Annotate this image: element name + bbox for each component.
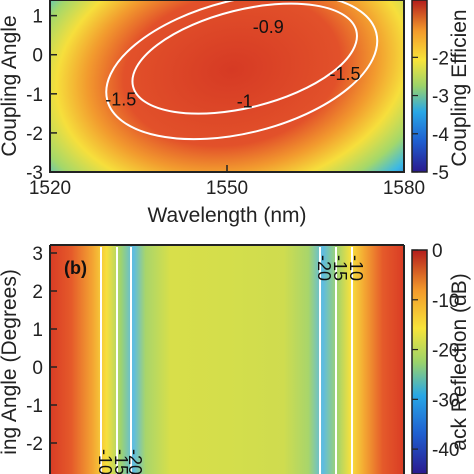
contour-label: -15: [330, 255, 350, 281]
colorbar-ticks-a: -2 -3 -4 -5: [412, 48, 449, 184]
x-axis-ticks-a: 1520 1550 1580: [29, 165, 425, 199]
efficiency-heatmap: [50, 0, 404, 172]
y-axis-label-b: ing Angle (Degrees): [0, 269, 21, 455]
contour-outer: [105, 0, 379, 141]
colorbar-tick-label: -2: [432, 48, 449, 69]
y-tick-label: 2: [32, 282, 43, 303]
y-tick-label: -3: [26, 163, 43, 184]
contour-label: -20: [125, 449, 145, 474]
x-tick-label: 1550: [206, 178, 248, 199]
colorbar-label-a: Coupling Efficien: [448, 9, 471, 166]
x-axis-label-a: Wavelength (nm): [147, 204, 306, 227]
panel-label-b: (b): [64, 258, 87, 278]
colorbar-ticks-b: 0 -10 -20 -30 -40: [412, 241, 459, 461]
efficiency-contours: -0.9 -1 -1.5 -1.5: [105, 0, 379, 141]
y-tick-label: -1: [26, 396, 43, 417]
colorbar-tick-label: -20: [432, 341, 459, 362]
y-axis-ticks-b: 3 2 1 0 -1 -2: [26, 244, 57, 455]
x-tick-label: 1580: [383, 178, 425, 199]
colorbar-tick-label: -4: [432, 125, 449, 146]
colorbar-b: [411, 249, 428, 474]
y-tick-label: 0: [32, 358, 43, 379]
y-tick-label: -1: [26, 85, 43, 106]
contour-label: -1: [237, 92, 253, 112]
colorbar-tick-label: -3: [432, 87, 449, 108]
contour-label: -10: [346, 255, 366, 281]
colorbar-a: [411, 0, 428, 173]
contour-label: -10: [95, 449, 115, 474]
colorbar-tick-label: -30: [432, 390, 459, 411]
y-axis-ticks-a: 1 0 -1 -2 -3: [26, 7, 57, 184]
colorbar-label-b: ack Reflection (dB): [448, 273, 471, 450]
colorbar-tick-label: -5: [432, 163, 449, 184]
reflection-heatmap: [50, 245, 404, 474]
colorbar-tick-label: -10: [432, 291, 459, 312]
reflection-contours: -10-15-20-10-15-20: [95, 247, 366, 474]
contour-label: -15: [111, 449, 131, 474]
colorbar-tick-label: -40: [432, 440, 459, 461]
y-tick-label: 1: [32, 7, 43, 28]
y-tick-label: -2: [26, 434, 43, 455]
coupling-efficiency-panel: -0.9 -1 -1.5 -1.5 1520 1550 1580 1 0 -1 -2 -3 Wav…: [0, 0, 471, 227]
contour-label: -1.5: [329, 64, 360, 84]
contour-inner: [131, 2, 358, 115]
colorbar-tick-label: 0: [432, 241, 443, 262]
contour-label: -20: [314, 255, 334, 281]
y-tick-label: 0: [32, 46, 43, 67]
y-axis-label-a: Coupling Angle: [0, 15, 21, 156]
x-tick-label: 1520: [29, 178, 71, 199]
y-tick-label: 3: [32, 244, 43, 265]
y-tick-label: -2: [26, 124, 43, 145]
contour-label: -1.5: [105, 90, 136, 110]
contour-label: -0.9: [253, 17, 284, 37]
y-tick-label: 1: [32, 320, 43, 341]
